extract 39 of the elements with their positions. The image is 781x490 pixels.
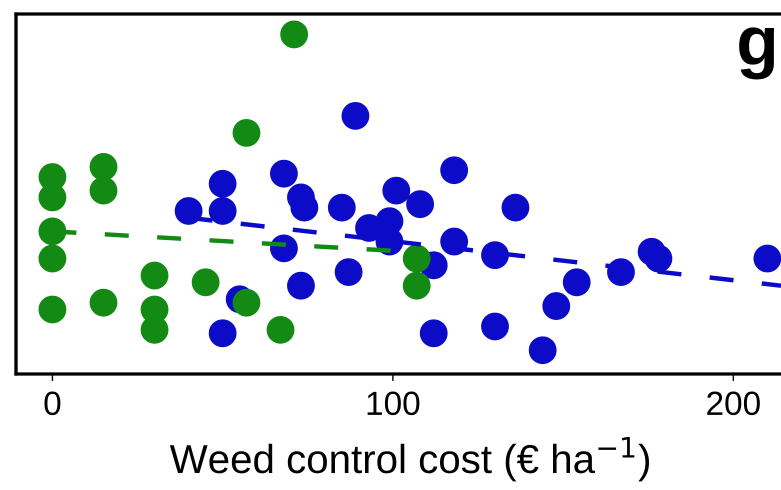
point	[328, 194, 356, 222]
point	[232, 288, 260, 317]
point	[266, 316, 294, 344]
point	[90, 288, 118, 317]
point	[174, 197, 202, 225]
point	[528, 336, 557, 364]
point	[140, 262, 168, 290]
point	[402, 244, 431, 272]
annotation: g	[739, 27, 774, 80]
point	[406, 190, 434, 218]
point	[208, 319, 237, 348]
point	[208, 170, 237, 198]
point	[753, 244, 781, 272]
point	[90, 176, 118, 204]
point	[644, 244, 672, 272]
x-tick-label: 0	[44, 392, 60, 416]
point	[280, 20, 308, 48]
point	[342, 102, 370, 130]
point	[90, 152, 118, 181]
point	[334, 258, 363, 286]
point	[192, 268, 220, 296]
point	[232, 118, 260, 147]
point	[287, 272, 315, 300]
x-axis-title: Weed control cost (€ ha$^{−1}$)	[170, 437, 649, 482]
point	[481, 241, 509, 270]
point	[481, 312, 509, 340]
point	[542, 292, 570, 320]
point	[420, 319, 448, 348]
point	[502, 194, 530, 222]
point	[440, 156, 468, 184]
point	[38, 296, 66, 324]
x-tick-label: 200	[707, 392, 760, 416]
point	[562, 268, 591, 296]
point	[208, 197, 237, 225]
x-tick-label: 100	[368, 392, 420, 416]
point	[270, 160, 298, 188]
point	[382, 176, 410, 204]
point	[402, 272, 431, 300]
point	[38, 244, 66, 272]
